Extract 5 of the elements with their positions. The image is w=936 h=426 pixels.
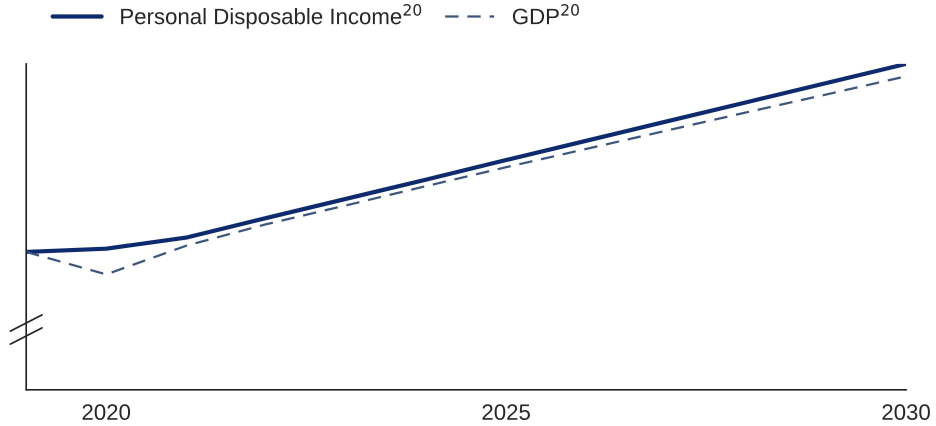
legend-label: GDP$^{20}$ xyxy=(512,4,579,24)
x-tick-label: 2030 xyxy=(882,404,930,420)
x-tick-label: 2025 xyxy=(482,404,530,420)
legend-label: Personal Disposable Income$^{20}$ xyxy=(121,4,422,29)
x-tick-label: 2020 xyxy=(82,404,130,420)
